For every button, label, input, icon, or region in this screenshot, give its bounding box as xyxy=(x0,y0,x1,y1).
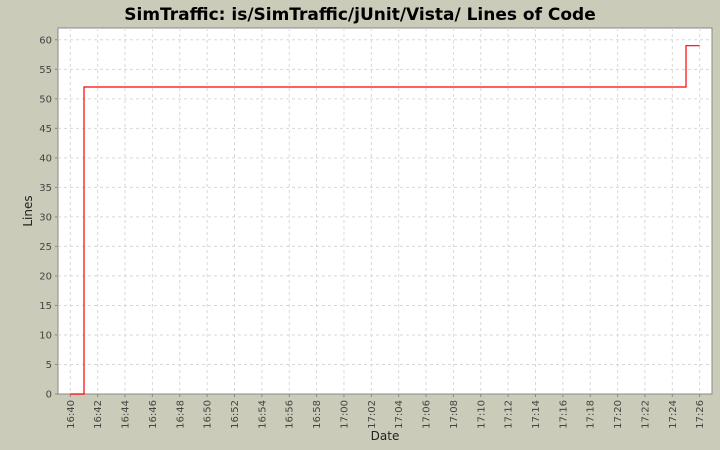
y-tick-label: 60 xyxy=(39,35,52,46)
y-tick-label: 40 xyxy=(39,153,52,164)
x-axis: 16:40 16:42 16:44 16:46 16:48 16:50 16:52 16:54… xyxy=(66,394,706,429)
x-tick-label: 17:14 xyxy=(531,400,542,429)
y-tick-label: 55 xyxy=(39,65,52,76)
x-tick-label: 16:58 xyxy=(312,400,323,429)
y-tick-label: 50 xyxy=(39,94,52,105)
y-tick-label: 25 xyxy=(39,242,52,253)
x-tick-label: 17:20 xyxy=(613,400,624,429)
y-tick-label: 45 xyxy=(39,124,52,135)
x-tick-label: 16:40 xyxy=(66,400,77,429)
x-tick-label: 16:48 xyxy=(175,400,186,429)
x-tick-label: 17:00 xyxy=(339,400,350,429)
x-tick-label: 17:06 xyxy=(422,400,433,429)
x-tick-label: 16:56 xyxy=(285,400,296,429)
x-tick-label: 17:12 xyxy=(504,400,515,429)
y-tick-label: 30 xyxy=(39,212,52,223)
x-tick-label: 17:04 xyxy=(394,400,405,429)
x-tick-label: 16:52 xyxy=(230,400,241,429)
x-tick-label: 17:16 xyxy=(558,400,569,429)
y-tick-label: 15 xyxy=(39,301,52,312)
x-tick-label: 16:46 xyxy=(148,400,159,429)
y-axis: 0 5 10 15 20 25 30 35 40 45 50 55 60 xyxy=(39,35,58,401)
x-tick-label: 17:18 xyxy=(586,400,597,429)
x-tick-label: 16:42 xyxy=(93,400,104,429)
series xyxy=(70,45,700,395)
x-tick-label: 17:24 xyxy=(668,400,679,429)
y-tick-label: 35 xyxy=(39,183,52,194)
chart-title: SimTraffic: is/SimTraffic/jUnit/Vista/ L… xyxy=(124,5,596,25)
plot-area xyxy=(57,27,713,395)
x-tick-label: 16:54 xyxy=(257,400,268,429)
grid xyxy=(58,28,712,394)
x-tick-label: 17:02 xyxy=(367,400,378,429)
y-tick-label: 0 xyxy=(46,390,52,401)
x-axis-label: Date xyxy=(371,429,400,443)
y-axis-label: Lines xyxy=(21,195,35,226)
y-tick-label: 10 xyxy=(39,330,52,341)
series-line xyxy=(70,45,700,395)
y-tick-label: 5 xyxy=(46,360,52,371)
x-tick-label: 17:26 xyxy=(695,400,706,429)
x-tick-label: 17:22 xyxy=(640,400,651,429)
x-tick-label: 16:44 xyxy=(121,400,132,429)
x-tick-label: 17:08 xyxy=(449,400,460,429)
y-tick-label: 20 xyxy=(39,271,52,282)
x-tick-label: 17:10 xyxy=(476,400,487,429)
x-tick-label: 16:50 xyxy=(203,400,214,429)
